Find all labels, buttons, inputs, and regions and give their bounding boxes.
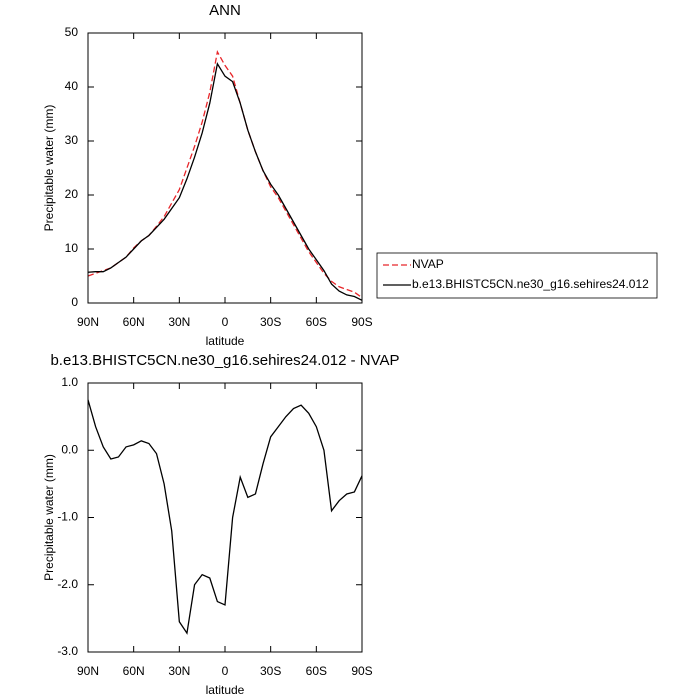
y-tick-label: 10 bbox=[65, 241, 79, 255]
y-tick-label: -3.0 bbox=[57, 644, 78, 658]
x-tick-label: 30S bbox=[260, 315, 281, 329]
data-line bbox=[87, 399, 363, 635]
y-tick-label: -2.0 bbox=[57, 577, 78, 591]
x-tick-label: 30N bbox=[168, 315, 190, 329]
y-tick-label: 20 bbox=[65, 187, 79, 201]
x-tick-label: 30N bbox=[168, 664, 190, 678]
x-tick-label: 90S bbox=[351, 664, 372, 678]
y-tick-label: 50 bbox=[65, 25, 79, 39]
x-tick-label: 0 bbox=[222, 664, 229, 678]
x-tick-label: 60N bbox=[123, 664, 145, 678]
legend-label: NVAP bbox=[412, 257, 444, 271]
y-tick-label: 0.0 bbox=[61, 442, 78, 456]
x-tick-label: 90N bbox=[77, 664, 99, 678]
y-tick-label: 1.0 bbox=[61, 375, 78, 389]
x-tick-label: 30S bbox=[260, 664, 281, 678]
x-axis-label: latitude bbox=[206, 334, 245, 348]
x-tick-label: 90N bbox=[77, 315, 99, 329]
chart-title: b.e13.BHISTC5CN.ne30_g16.sehires24.012 -… bbox=[50, 352, 399, 369]
x-tick-label: 0 bbox=[222, 315, 229, 329]
legend-label: b.e13.BHISTC5CN.ne30_g16.sehires24.012 bbox=[412, 277, 649, 291]
plot-frame bbox=[87, 32, 363, 304]
data-line bbox=[87, 50, 363, 299]
y-axis-label: Precipitable water (mm) bbox=[42, 105, 56, 232]
y-tick-label: 40 bbox=[65, 79, 79, 93]
y-tick-label: 30 bbox=[65, 133, 79, 147]
y-axis-label: Precipitable water (mm) bbox=[42, 454, 56, 581]
x-tick-label: 60S bbox=[306, 664, 327, 678]
x-tick-label: 60S bbox=[306, 315, 327, 329]
legend-box bbox=[376, 252, 658, 299]
y-tick-label: -1.0 bbox=[57, 510, 78, 524]
data-line bbox=[87, 62, 363, 301]
x-tick-label: 60N bbox=[123, 315, 145, 329]
x-tick-label: 90S bbox=[351, 315, 372, 329]
plot-frame bbox=[87, 382, 363, 653]
y-tick-label: 0 bbox=[71, 295, 78, 309]
x-axis-label: latitude bbox=[206, 683, 245, 697]
chart-title: ANN bbox=[209, 2, 241, 19]
